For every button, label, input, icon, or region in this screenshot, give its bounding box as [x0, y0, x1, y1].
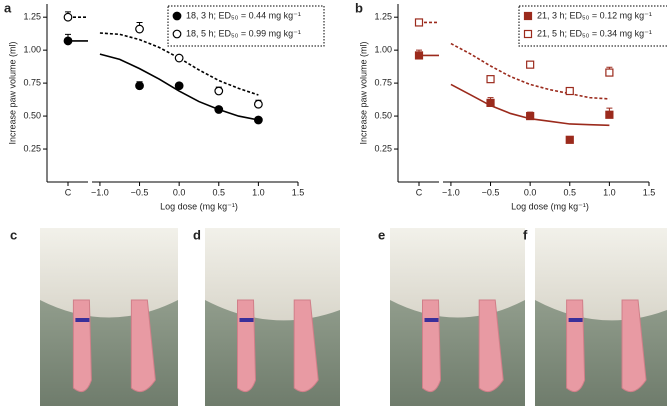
y-tick-label: 1.25 [374, 12, 392, 22]
x-tick-label: 0.5 [564, 187, 577, 197]
data-point [605, 68, 614, 77]
data-point [253, 115, 263, 125]
y-axis-label: Increase paw volume (ml) [358, 41, 368, 144]
y-tick-label: 0.50 [23, 110, 41, 120]
x-tick-label: 1.0 [603, 187, 616, 197]
data-point [253, 99, 263, 109]
data-point [486, 98, 495, 107]
y-tick-label: 0.75 [23, 77, 41, 87]
y-axis-label: Increase paw volume (ml) [7, 41, 17, 144]
x-tick-label: 0.0 [524, 187, 537, 197]
x-tick-label: −0.5 [482, 187, 500, 197]
data-point [486, 75, 495, 84]
marker-band [75, 318, 90, 322]
x-axis-label: Log dose (mg kg⁻¹) [511, 201, 589, 211]
rat-body [390, 228, 525, 318]
legend-marker [523, 11, 533, 21]
panel-label: b [355, 0, 363, 15]
data-point [526, 60, 535, 69]
paw [621, 299, 647, 393]
data-point [565, 135, 574, 144]
rat-body [535, 228, 667, 321]
y-tick-label: 0.25 [374, 143, 392, 153]
data-point [605, 110, 614, 119]
legend-label: 18, 5 h; ED₅₀ = 0.99 mg kg⁻¹ [186, 28, 301, 38]
x-tick-label: 0.5 [213, 187, 226, 197]
y-tick-label: 0.25 [23, 143, 41, 153]
data-point [214, 86, 224, 96]
x-tick-label: 1.5 [643, 187, 656, 197]
legend-marker [523, 29, 533, 39]
paw [237, 299, 257, 393]
x-tick-label: 1.0 [252, 187, 265, 197]
x-tick-label: 1.5 [292, 187, 305, 197]
x-axis-label: Log dose (mg kg⁻¹) [160, 201, 238, 211]
y-tick-label: 1.00 [23, 45, 41, 55]
fit-curve [450, 42, 610, 100]
rat-body [205, 228, 340, 321]
legend-label: 21, 5 h; ED₅₀ = 0.34 mg kg⁻¹ [537, 28, 652, 38]
chart: b 0.25 0.50 0.75 1.00 1.25 −1.0 −0.5 0.0 0.5 1.0 1.… [355, 0, 667, 211]
chart: a 0.25 0.50 0.75 1.00 1.25 −1.0 −0.5 0.0 0.5 1.0 1.… [4, 0, 325, 211]
paw [422, 299, 442, 393]
data-point [526, 111, 535, 121]
x-tick-label: −1.0 [442, 187, 460, 197]
paw [130, 299, 156, 393]
data-point [135, 81, 144, 91]
x-tick-label: 0.0 [173, 187, 186, 197]
photos: c d e f [10, 227, 667, 406]
y-tick-label: 1.25 [23, 12, 41, 22]
data-point [63, 12, 73, 22]
panel-label: f [523, 227, 528, 242]
y-tick-label: 0.50 [374, 110, 392, 120]
rat-body [40, 228, 178, 318]
data-point [135, 24, 144, 34]
legend-box [518, 5, 667, 47]
legend-label: 21, 3 h; ED₅₀ = 0.12 mg kg⁻¹ [537, 10, 652, 20]
x-tick-label: −1.0 [91, 187, 109, 197]
data-point [174, 81, 184, 91]
x-tick-label: C [416, 187, 423, 197]
legend-marker [172, 11, 182, 21]
fit-curve [99, 32, 259, 96]
panel-label: d [193, 227, 201, 242]
y-tick-label: 0.75 [374, 77, 392, 87]
legend-label: 18, 3 h; ED₅₀ = 0.44 mg kg⁻¹ [186, 10, 301, 20]
panel-label: e [378, 227, 385, 242]
x-tick-label: −0.5 [131, 187, 149, 197]
panel-label: c [10, 227, 17, 242]
paw [72, 299, 92, 393]
fit-curve [99, 53, 259, 121]
paw [293, 299, 319, 393]
data-point [63, 36, 73, 46]
legend-marker [172, 29, 182, 39]
paw [478, 299, 504, 393]
panel-label: a [4, 0, 12, 15]
marker-band [239, 318, 254, 322]
paw [566, 299, 586, 393]
data-point [414, 51, 424, 60]
marker-band [568, 318, 583, 322]
data-point [565, 86, 574, 96]
data-point [174, 53, 184, 63]
data-point [414, 18, 424, 27]
marker-band [424, 318, 439, 322]
y-tick-label: 1.00 [374, 45, 392, 55]
x-tick-label: C [65, 187, 72, 197]
data-point [214, 105, 224, 114]
legend-box [167, 5, 325, 47]
